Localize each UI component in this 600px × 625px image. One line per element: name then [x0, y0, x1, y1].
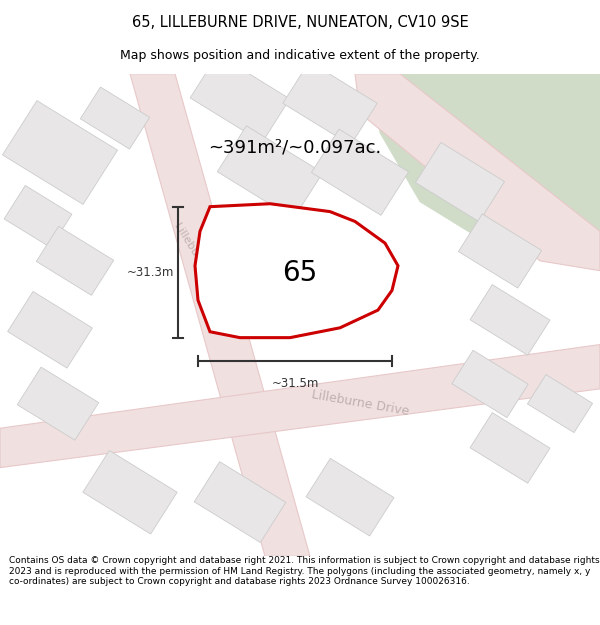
Polygon shape — [83, 451, 177, 534]
Polygon shape — [452, 350, 528, 418]
Polygon shape — [415, 142, 505, 222]
Polygon shape — [306, 458, 394, 536]
Text: Lilleburne Drive: Lilleburne Drive — [172, 221, 227, 301]
Text: Lilleburne Drive: Lilleburne Drive — [310, 389, 410, 419]
Polygon shape — [217, 126, 323, 219]
Polygon shape — [311, 129, 409, 216]
Polygon shape — [2, 101, 118, 204]
Polygon shape — [283, 61, 377, 145]
Polygon shape — [8, 291, 92, 368]
Polygon shape — [470, 412, 550, 483]
Polygon shape — [190, 54, 290, 142]
Polygon shape — [470, 284, 550, 355]
Polygon shape — [17, 367, 99, 440]
Text: Contains OS data © Crown copyright and database right 2021. This information is : Contains OS data © Crown copyright and d… — [9, 556, 599, 586]
Text: ~391m²/~0.097ac.: ~391m²/~0.097ac. — [208, 139, 382, 157]
Polygon shape — [37, 226, 113, 296]
Text: 65, LILLEBURNE DRIVE, NUNEATON, CV10 9SE: 65, LILLEBURNE DRIVE, NUNEATON, CV10 9SE — [131, 14, 469, 29]
Polygon shape — [194, 462, 286, 542]
Text: ~31.5m: ~31.5m — [271, 377, 319, 390]
Text: 65: 65 — [283, 259, 317, 287]
Polygon shape — [527, 374, 593, 432]
Polygon shape — [458, 214, 542, 288]
Polygon shape — [355, 74, 600, 271]
Text: Map shows position and indicative extent of the property.: Map shows position and indicative extent… — [120, 49, 480, 62]
Polygon shape — [80, 87, 149, 149]
Polygon shape — [370, 74, 600, 251]
Polygon shape — [4, 186, 72, 248]
Text: ~31.3m: ~31.3m — [127, 266, 174, 279]
Polygon shape — [195, 204, 398, 338]
Polygon shape — [130, 74, 310, 556]
Polygon shape — [0, 344, 600, 468]
